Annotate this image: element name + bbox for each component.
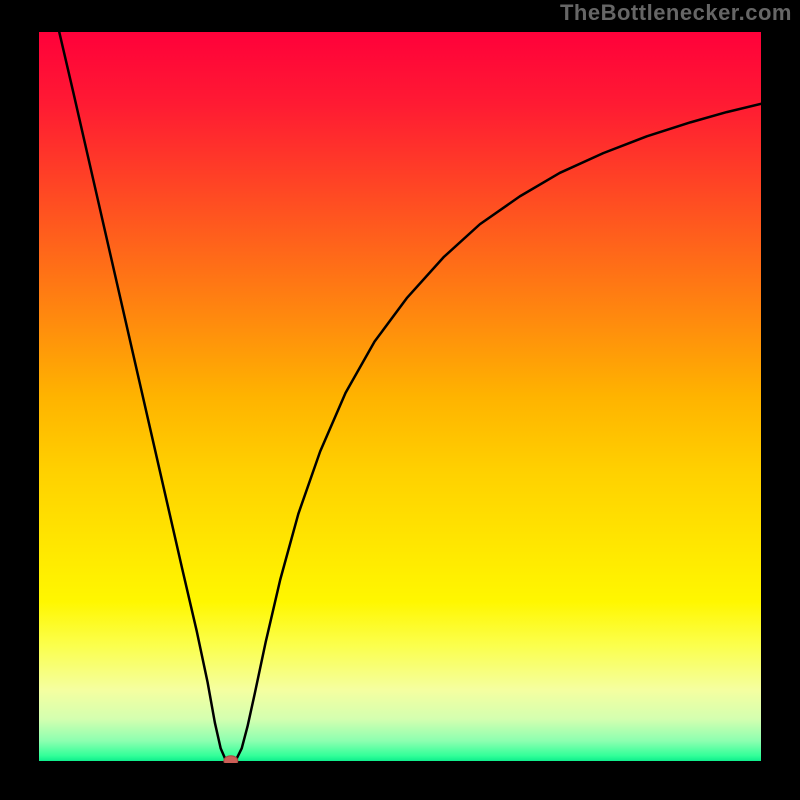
plot-background [37, 30, 763, 763]
watermark-text: TheBottlenecker.com [560, 0, 792, 26]
bottleneck-chart: TheBottlenecker.com [0, 0, 800, 800]
chart-svg [0, 0, 800, 800]
